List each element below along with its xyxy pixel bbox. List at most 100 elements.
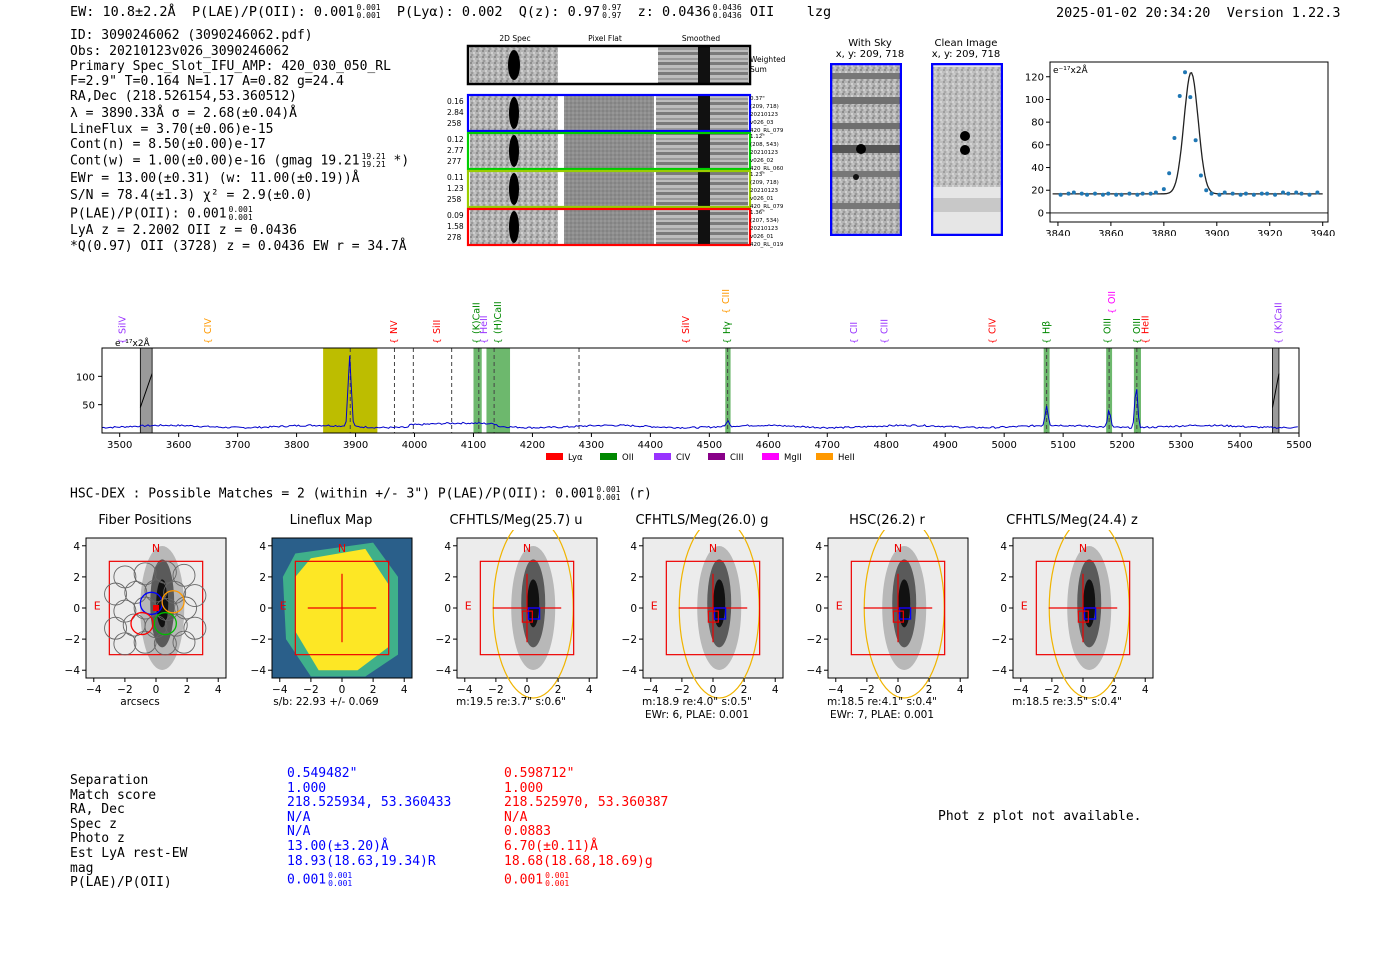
legend-swatch — [600, 453, 617, 460]
zoom-data-point — [1140, 191, 1145, 196]
match-value: 0.001 0.001 0.001 — [287, 871, 353, 889]
fiber-circle — [153, 632, 177, 656]
zoom-data-point — [1153, 190, 1158, 195]
zoom-data-point — [1161, 187, 1166, 192]
panel-caption: m:18.5 re:3.5" s:0.4" — [1012, 696, 1122, 708]
fiber-circle — [133, 630, 157, 654]
spec-2d-svg: 2D Spec Pixel Flat Smoothed Weighted Sum… — [447, 34, 786, 248]
line-label-text: OII — [1107, 291, 1118, 304]
panel-image: N E −4 4 −2 2 0 0 2 −2 4 −4 — [251, 537, 413, 696]
match-label: Match score — [70, 787, 157, 803]
line-label: {SiIV — [118, 316, 129, 344]
info-plae: P(LAE)/P(OII): 0.001 0.001 0.001 — [70, 205, 253, 222]
panel-caption: s/b: 22.93 +/- 0.069 — [273, 696, 379, 708]
line-label: {Hγ — [722, 321, 733, 344]
match-box — [713, 607, 727, 620]
zoom-data-point — [1085, 192, 1090, 197]
panel-xtick-label: 0 — [524, 684, 531, 696]
line-label-brace: { — [1274, 338, 1284, 344]
line-label: { OII — [1107, 291, 1118, 314]
line-label: { HeII — [479, 315, 490, 344]
panel-ytick-label: 2 — [259, 572, 266, 584]
fiber-right-info: (207, 534) — [750, 218, 779, 224]
panel-ytick-label: −4 — [65, 665, 81, 677]
wide-xtick-label: 4000 — [402, 440, 427, 451]
wide-ytick-label: 100 — [76, 372, 95, 383]
info-q: *Q(0.97) OII (3728) z = 0.0436 EW r = 34… — [70, 239, 407, 254]
fiber-right-info: 420_RL_019 — [750, 242, 784, 248]
panel-xtick-label: 2 — [370, 684, 377, 696]
panel-ytick-label: 2 — [444, 572, 451, 584]
image-panel: Fiber Positions N E −4 4 −2 2 0 0 2 −2 4 −4 arcsecs — [50, 510, 230, 725]
legend-swatch — [654, 453, 671, 460]
fiber-right-info: 420_RL_060 — [750, 166, 784, 172]
search-box — [479, 560, 575, 656]
line-label-text: SiII — [432, 320, 443, 334]
zoom-data-point — [1243, 191, 1248, 196]
panel-xtick-label: −2 — [303, 684, 318, 696]
weighted-sum-row: Weighted Sum — [466, 44, 786, 86]
zoom-data-point — [1106, 191, 1111, 196]
zoom-xtick-label: 3860 — [1098, 229, 1123, 236]
panel-ytick-label: 2 — [1000, 572, 1007, 584]
panel-xtick-label: 2 — [555, 684, 562, 696]
galaxy-core — [527, 579, 540, 628]
panel-xtick-label: 2 — [926, 684, 933, 696]
panel-image: N E −4 4 −2 2 0 0 2 −2 4 −4 — [992, 530, 1154, 699]
panel-ytick-label: 4 — [73, 541, 80, 553]
zoom-data-point — [1315, 190, 1320, 195]
fiber-right-info: 420_RL_079 — [750, 128, 784, 134]
galaxy-core — [1083, 579, 1096, 628]
fiber-row-frame — [466, 207, 752, 247]
info-id: ID: 3090246062 (3090246062.pdf) — [70, 28, 313, 43]
zoom-data-point — [1114, 192, 1119, 197]
zoom-ytick-label: 20 — [1031, 186, 1044, 197]
fiber-row-frame — [466, 131, 752, 171]
match-box-2 — [707, 610, 719, 623]
fiber-circle — [124, 580, 148, 604]
zoom-ytick-label: 100 — [1025, 95, 1044, 106]
match-col-2: 0.598712" 1.000 218.525970, 53.360387 N/A 0.… — [504, 766, 668, 888]
panel-title: CFHTLS/Meg(26.0) g — [635, 513, 769, 528]
wide-xtick-label: 5300 — [1168, 440, 1193, 451]
wide-xtick-label: 5500 — [1286, 440, 1311, 451]
wide-xtick-label: 5100 — [1050, 440, 1075, 451]
wide-xtick-label: 5000 — [991, 440, 1016, 451]
panel-image: N E −4 4 −2 2 0 0 2 −2 4 −4 — [65, 537, 227, 696]
line-label-text: HeII — [479, 315, 490, 334]
fiber-left-stat: 278 — [447, 233, 462, 242]
line-label-brace: { — [480, 338, 490, 344]
zoom-data-point — [1177, 94, 1182, 99]
search-box — [108, 560, 204, 656]
zoom-data-point — [1259, 191, 1264, 196]
panel-xtick-label: 0 — [339, 684, 346, 696]
panel-title: CFHTLS/Meg(25.7) u — [449, 513, 583, 528]
panel-xtick-label: 4 — [1142, 684, 1149, 696]
line-label: {CIII — [721, 289, 732, 314]
fiber-right-info: 1.36" — [750, 210, 765, 216]
line-label-brace: { — [1108, 308, 1118, 314]
spec-col-title-2d: 2D Spec — [499, 34, 530, 43]
clean-image — [931, 63, 1003, 236]
line-label-text: OIII — [1102, 318, 1113, 334]
north-label: N — [709, 542, 717, 555]
line-label: {Hβ — [1042, 321, 1053, 344]
line-label-text: (K)CaII — [1273, 302, 1284, 334]
match-box — [1083, 607, 1097, 620]
wide-xtick-label: 4100 — [461, 440, 486, 451]
panel-ytick-label: −2 — [65, 634, 80, 646]
panel-xtick-label: −2 — [859, 684, 874, 696]
fiber-right-info: (208, 543) — [750, 142, 779, 148]
panel-ytick-label: 2 — [73, 572, 80, 584]
zoom-data-point — [1058, 192, 1063, 197]
match-label: Est LyA rest-EW — [70, 845, 188, 861]
panel-ytick-label: 0 — [73, 603, 80, 615]
zoom-data-point — [1188, 95, 1193, 100]
wide-spectrum-chart: 3500 3600 3700 3800 3900 4000 4100 4200 4300 4400… — [76, 289, 1312, 463]
panel-ytick-label: 4 — [444, 541, 451, 553]
info-contw: Cont(w) = 1.00(±0.00)e-16 (gmag 19.21 19.… — [70, 152, 410, 169]
wide-xtick-label: 4200 — [520, 440, 545, 451]
fiber-circle — [172, 630, 196, 654]
line-label-brace: { — [850, 338, 860, 344]
fiber-left-stat: 258 — [447, 119, 462, 128]
